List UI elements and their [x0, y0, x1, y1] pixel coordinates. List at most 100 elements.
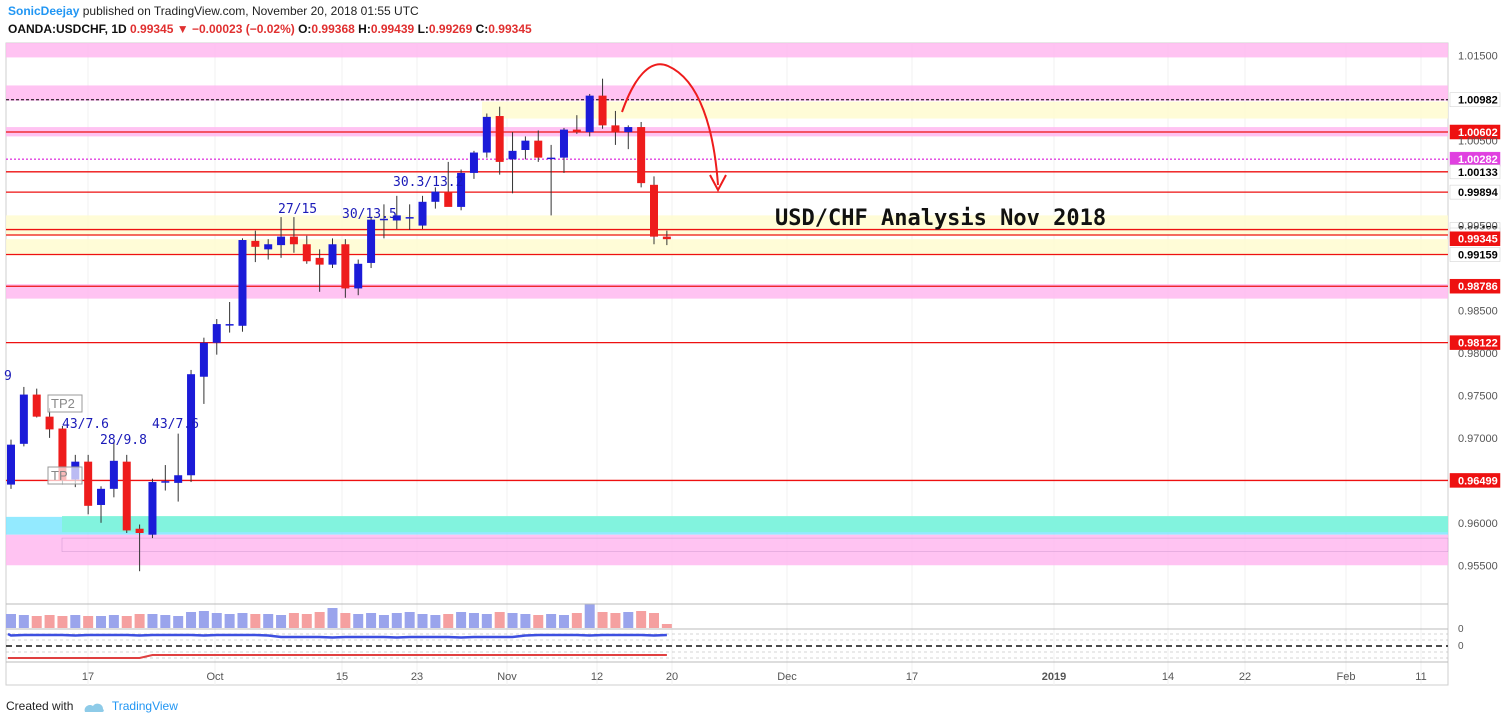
volume-bar	[211, 613, 222, 628]
candle-up	[482, 116, 491, 153]
y-tick-label: 1.01500	[1458, 51, 1498, 63]
osc-line-red	[8, 654, 667, 659]
candle-down	[45, 416, 54, 430]
footer: Created with TradingView	[6, 699, 178, 713]
candle-up	[109, 460, 118, 489]
x-tick-label: 17	[82, 671, 94, 683]
y-tick-label: 0.98000	[1458, 348, 1498, 360]
zones	[6, 43, 1449, 566]
volume-bar	[597, 612, 608, 628]
last-price: 0.99345	[130, 22, 174, 36]
ohlc-legend: OANDA:USDCHF, 1D 0.99345 ▼ −0.00023 (−0.…	[8, 22, 532, 36]
price-label: 0.98786	[1458, 281, 1498, 293]
volume-bar	[147, 614, 158, 628]
volume-bar	[70, 615, 81, 628]
price-label-bg	[1449, 247, 1501, 262]
zone-outline	[61, 537, 1449, 552]
volume-bar	[571, 613, 582, 628]
candle-down	[58, 428, 67, 481]
zone-pink	[6, 284, 1448, 299]
volume-bar	[507, 613, 518, 628]
volume-bar	[443, 614, 454, 628]
x-tick-label: 14	[1162, 671, 1174, 683]
high-value: 0.99439	[370, 22, 415, 36]
x-tick-label: Feb	[1337, 671, 1356, 683]
volume-bar	[173, 616, 184, 628]
x-tick-label: 17	[906, 671, 918, 683]
zone-pink	[6, 43, 1448, 58]
plot-frame	[5, 42, 1449, 686]
price-label-bg	[1449, 92, 1501, 107]
price-change: −0.00023 (−0.02%)	[191, 22, 295, 36]
y-tick-label: 0.97500	[1458, 390, 1498, 402]
tag-box	[47, 394, 83, 413]
zone-yellow	[6, 215, 1448, 236]
candle-up	[457, 172, 466, 207]
candles[interactable]	[7, 78, 671, 572]
x-tick-label: 20	[666, 671, 678, 683]
price-label: 0.96499	[1458, 475, 1498, 487]
candle-up	[199, 342, 208, 377]
candle-up	[469, 152, 478, 173]
candle-up	[174, 475, 183, 483]
candle-up	[559, 129, 568, 158]
candle-up	[418, 201, 427, 226]
price-label: 0.98122	[1458, 338, 1498, 350]
volume-bar	[288, 613, 299, 628]
candle-up	[585, 95, 594, 133]
volume-bar	[44, 615, 55, 628]
volume-bar	[558, 615, 569, 628]
osc-zero-label: 0	[1458, 641, 1464, 652]
price-label: 1.00133	[1458, 167, 1498, 179]
volume-bar	[327, 608, 338, 628]
low-value: 0.99269	[428, 22, 473, 36]
candle-up	[187, 374, 196, 476]
tradingview-brand-link[interactable]: TradingView	[111, 699, 178, 713]
price-label-bg	[1449, 184, 1501, 200]
candle-down	[122, 461, 131, 531]
candle-up	[508, 150, 517, 160]
forecast-arrow	[621, 63, 727, 193]
volume-bar	[404, 612, 415, 628]
price-label: 0.99894	[1458, 187, 1499, 199]
price-axis: 1.009821.006021.002821.001330.998940.994…	[1449, 51, 1501, 572]
volume-bars: 0	[6, 603, 1464, 635]
price-label: 1.00982	[1458, 95, 1498, 107]
volume-bar	[378, 615, 389, 628]
volume-bar	[636, 611, 647, 628]
volume-bar	[31, 616, 42, 628]
candle-up	[161, 481, 170, 483]
candle-down	[444, 191, 453, 207]
low-label: L:	[417, 22, 429, 36]
volume-bar	[649, 613, 659, 628]
author-name[interactable]: SonicDeejay	[8, 4, 80, 18]
volume-bar	[83, 616, 94, 628]
volume-bar	[108, 615, 119, 628]
arrow-head-icon	[709, 174, 727, 193]
annotation-label: 43/7.6	[62, 417, 109, 432]
volume-bar	[353, 614, 364, 628]
candle-up	[547, 157, 556, 160]
tradingview-logo-icon	[84, 703, 104, 712]
x-tick-label: Oct	[206, 671, 223, 683]
candle-up	[97, 488, 106, 505]
volume-bar	[391, 613, 402, 628]
volume-bar	[263, 614, 274, 628]
chart-title: USD/CHF Analysis Nov 2018	[775, 206, 1106, 231]
price-label: 1.00602	[1458, 127, 1498, 139]
volume-bar	[160, 615, 171, 628]
candle-down	[598, 95, 607, 126]
volume-bar	[417, 614, 428, 628]
time-axis: 17 Oct 15 23 Nov 12 20 Dec 17 2019 14 22 Feb 11	[82, 671, 1427, 683]
volume-bar	[481, 614, 492, 628]
candle-down	[637, 127, 646, 184]
open-label: O:	[298, 22, 312, 36]
candle-down	[251, 240, 260, 247]
volume-bar	[623, 612, 634, 628]
zone-cyan	[62, 516, 1448, 533]
candle-down	[315, 257, 324, 265]
high-label: H:	[358, 22, 371, 36]
volume-bar	[661, 624, 672, 628]
open-value: 0.99368	[311, 22, 355, 36]
